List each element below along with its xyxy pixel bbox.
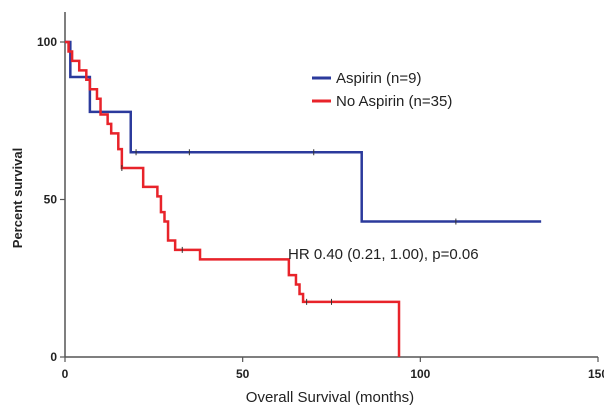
ticks: 0 50 100 150 0 50 100 bbox=[37, 35, 604, 381]
legend-label-no-aspirin: No Aspirin (n=35) bbox=[336, 93, 452, 110]
legend: Aspirin (n=9) No Aspirin (n=35) bbox=[312, 70, 452, 110]
y-tick-label: 50 bbox=[44, 193, 58, 207]
x-axis-title: Overall Survival (months) bbox=[246, 389, 414, 406]
x-tick-label: 100 bbox=[410, 367, 430, 381]
hazard-ratio-annotation: HR 0.40 (0.21, 1.00), p=0.06 bbox=[288, 246, 479, 263]
legend-label-aspirin: Aspirin (n=9) bbox=[336, 70, 421, 87]
series-line-aspirin bbox=[65, 40, 542, 223]
x-tick-label: 150 bbox=[588, 367, 604, 381]
x-tick-label: 0 bbox=[62, 367, 69, 381]
x-tick-label: 50 bbox=[236, 367, 250, 381]
axes bbox=[64, 12, 598, 358]
series-layer bbox=[65, 40, 542, 357]
y-tick-label: 0 bbox=[50, 350, 57, 364]
y-axis-title: Percent survival bbox=[10, 148, 25, 248]
y-tick-label: 100 bbox=[37, 35, 57, 49]
series-line-no-aspirin bbox=[65, 40, 401, 357]
